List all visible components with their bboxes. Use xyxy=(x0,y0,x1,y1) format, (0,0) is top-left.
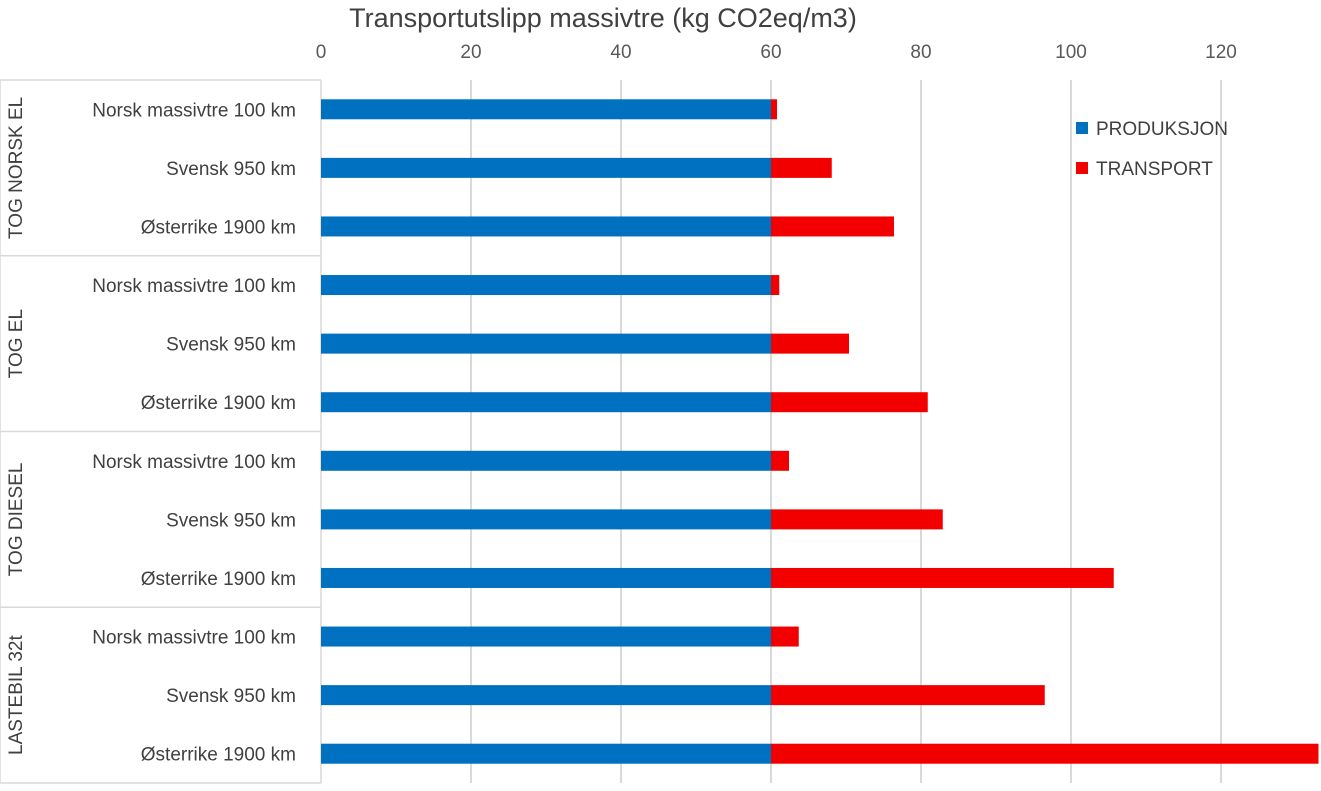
category-label: Østerrike 1900 km xyxy=(141,745,296,766)
gridlines xyxy=(470,80,1222,783)
category-label: Svensk 950 km xyxy=(166,335,296,356)
x-tick-label: 20 xyxy=(460,42,481,63)
bar-transport xyxy=(771,685,1045,706)
bar-produksjon xyxy=(321,157,771,178)
category-label: Norsk massivtre 100 km xyxy=(92,452,296,473)
bar-transport xyxy=(771,567,1114,588)
bar-transport xyxy=(771,99,777,120)
x-tick-label: 100 xyxy=(1055,42,1087,63)
x-tick-label: 120 xyxy=(1205,42,1237,63)
x-tick-label: 80 xyxy=(910,42,931,63)
x-tick-label: 0 xyxy=(316,42,327,63)
bar-produksjon xyxy=(321,392,771,413)
bar-transport xyxy=(771,157,832,178)
category-label: Østerrike 1900 km xyxy=(141,217,296,238)
legend-swatch xyxy=(1076,162,1088,174)
x-tick-label: 40 xyxy=(610,42,631,63)
bar-transport xyxy=(771,216,894,237)
bar-produksjon xyxy=(321,450,771,471)
bar-produksjon xyxy=(321,685,771,706)
x-axis-ticks: 0 20 40 60 80 100 120 xyxy=(316,42,1237,63)
bar-produksjon xyxy=(321,99,771,120)
chart-title: Transportutslipp massivtre (kg CO2eq/m3) xyxy=(349,3,857,33)
category-label: Norsk massivtre 100 km xyxy=(92,276,296,297)
bar-transport xyxy=(771,275,780,296)
bar-produksjon xyxy=(321,509,771,530)
category-label: Norsk massivtre 100 km xyxy=(92,628,296,649)
bar-produksjon xyxy=(321,743,771,764)
bar-transport xyxy=(771,743,1319,764)
bar-transport xyxy=(771,626,799,647)
legend-label: TRANSPORT xyxy=(1096,159,1213,180)
group-label: TOG EL xyxy=(6,309,27,378)
category-label: Svensk 950 km xyxy=(166,159,296,180)
legend-swatch xyxy=(1076,122,1088,134)
x-tick-label: 60 xyxy=(760,42,781,63)
group-label: TOG DIESEL xyxy=(6,463,27,577)
bar-produksjon xyxy=(321,216,771,237)
bars xyxy=(321,99,1319,764)
bar-produksjon xyxy=(321,626,771,647)
bar-transport xyxy=(771,450,789,471)
bar-produksjon xyxy=(321,333,771,354)
category-label: Svensk 950 km xyxy=(166,686,296,707)
category-label: Svensk 950 km xyxy=(166,510,296,531)
bar-transport xyxy=(771,509,943,530)
bar-produksjon xyxy=(321,567,771,588)
category-label: Østerrike 1900 km xyxy=(141,569,296,590)
bar-transport xyxy=(771,333,849,354)
category-axis: TOG NORSK EL Norsk massivtre 100 km Svensk… xyxy=(0,79,322,784)
bar-produksjon xyxy=(321,275,771,296)
group-label: LASTEBIL 32t xyxy=(6,635,27,755)
group-label: TOG NORSK EL xyxy=(6,97,27,239)
legend-label: PRODUKSJON xyxy=(1096,119,1228,140)
category-label: Norsk massivtre 100 km xyxy=(92,100,296,121)
bar-transport xyxy=(771,392,928,413)
category-label: Østerrike 1900 km xyxy=(141,393,296,414)
legend: PRODUKSJON TRANSPORT xyxy=(1076,119,1228,180)
